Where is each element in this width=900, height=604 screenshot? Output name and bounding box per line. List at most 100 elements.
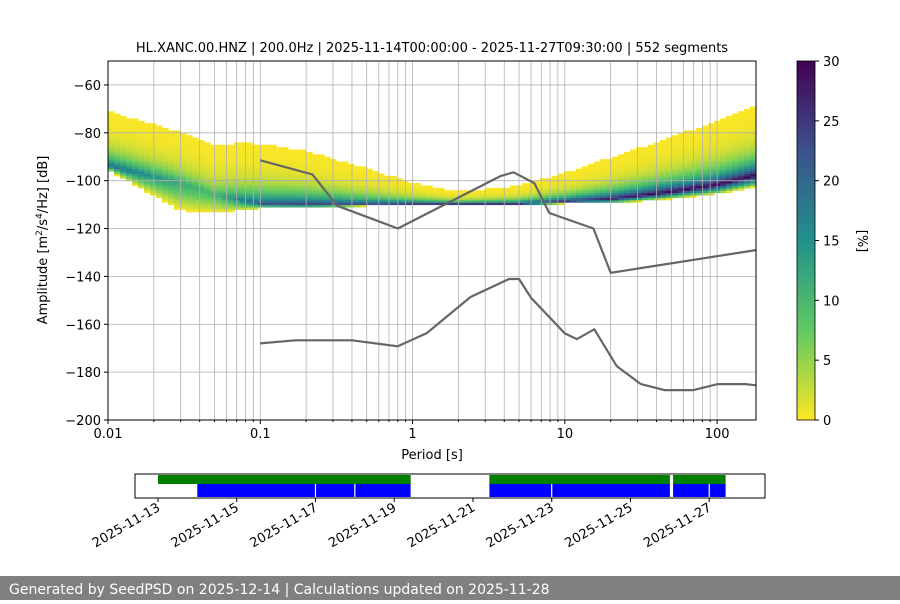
psd-density-cell: [552, 178, 559, 182]
psd-density-cell: [126, 125, 133, 129]
psd-density-cell: [624, 171, 631, 174]
psd-density-cell: [210, 163, 217, 167]
psd-density-cell: [216, 199, 223, 203]
psd-density-cell: [684, 132, 691, 136]
psd-density-cell: [240, 192, 247, 196]
psd-density-cell: [438, 190, 445, 194]
psd-density-cell: [672, 192, 679, 196]
psd-density-cell: [678, 149, 685, 153]
psd-density-cell: [252, 149, 259, 153]
psd-density-layer: [108, 106, 756, 213]
psd-density-cell: [744, 154, 751, 158]
psd-density-cell: [144, 166, 151, 170]
psd-density-cell: [510, 195, 517, 198]
psd-density-cell: [702, 190, 709, 194]
psd-density-cell: [480, 190, 487, 194]
psd-density-cell: [594, 187, 601, 191]
psd-density-cell: [246, 147, 253, 151]
psd-density-cell: [246, 197, 253, 201]
psd-density-cell: [162, 130, 169, 134]
psd-density-cell: [108, 149, 115, 153]
y-tick-label: −140: [65, 270, 101, 285]
psd-density-cell: [354, 190, 361, 194]
psd-density-cell: [138, 159, 145, 163]
psd-density-cell: [192, 161, 199, 165]
psd-density-cell: [522, 195, 529, 198]
psd-density-cell: [576, 183, 583, 186]
psd-density-cell: [540, 202, 547, 206]
psd-density-cell: [210, 144, 217, 148]
psd-density-cell: [204, 151, 211, 155]
psd-density-cell: [732, 173, 739, 177]
psd-density-cell: [180, 149, 187, 153]
x-tick-label: 0.01: [94, 427, 123, 442]
psd-density-cell: [168, 154, 175, 158]
psd-density-cell: [654, 166, 661, 170]
psd-density-cell: [726, 161, 733, 165]
psd-density-cell: [288, 154, 295, 158]
psd-density-cell: [282, 195, 289, 198]
psd-density-cell: [414, 195, 421, 198]
psd-density-cell: [696, 142, 703, 146]
psd-density-cell: [246, 199, 253, 203]
psd-density-cell: [150, 149, 157, 153]
psd-density-cell: [672, 183, 679, 186]
psd-density-cell: [630, 190, 637, 194]
psd-density-cell: [720, 144, 727, 148]
psd-density-cell: [270, 159, 277, 163]
psd-density-cell: [174, 154, 181, 158]
psd-density-cell: [732, 123, 739, 127]
psd-density-cell: [702, 159, 709, 163]
psd-density-cell: [324, 156, 331, 160]
psd-density-cell: [732, 166, 739, 170]
psd-density-cell: [534, 192, 541, 196]
psd-density-cell: [720, 139, 727, 143]
psd-density-cell: [276, 168, 283, 172]
psd-density-cell: [132, 168, 139, 172]
grid-lines: [107, 61, 756, 421]
psd-density-cell: [600, 175, 607, 179]
psd-density-cell: [378, 197, 385, 201]
psd-density-cell: [606, 175, 613, 179]
psd-density-cell: [288, 161, 295, 165]
psd-density-cell: [186, 154, 193, 158]
psd-density-cell: [186, 187, 193, 191]
psd-density-cell: [252, 202, 259, 206]
psd-density-cell: [744, 183, 751, 186]
psd-density-cell: [300, 166, 307, 170]
psd-density-cell: [744, 161, 751, 165]
psd-density-cell: [642, 175, 649, 179]
psd-density-cell: [126, 128, 133, 131]
psd-density-cell: [258, 147, 265, 151]
psd-density-cell: [648, 175, 655, 179]
psd-density-cell: [180, 163, 187, 167]
psd-density-cell: [252, 195, 259, 198]
psd-density-cell: [222, 204, 229, 208]
psd-density-cell: [198, 159, 205, 163]
psd-density-cell: [306, 168, 313, 172]
psd-density-cell: [744, 149, 751, 153]
psd-density-cell: [180, 195, 187, 198]
psd-density-cell: [666, 161, 673, 165]
psd-density-cell: [618, 185, 625, 189]
psd-density-cell: [540, 180, 547, 184]
psd-density-cell: [654, 147, 661, 151]
psd-density-cell: [318, 202, 325, 206]
psd-density-cell: [300, 199, 307, 203]
psd-density-cell: [270, 151, 277, 155]
psd-density-cell: [720, 149, 727, 153]
psd-density-cell: [684, 135, 691, 139]
psd-density-cell: [744, 147, 751, 151]
psd-density-cell: [120, 168, 127, 172]
psd-density-cell: [408, 187, 415, 191]
psd-density-cell: [174, 192, 181, 196]
psd-density-cell: [114, 166, 121, 170]
psd-density-cell: [300, 178, 307, 182]
psd-density-cell: [276, 159, 283, 163]
psd-density-cell: [150, 161, 157, 165]
psd-density-cell: [552, 197, 559, 201]
psd-density-cell: [222, 185, 229, 189]
psd-density-cell: [594, 180, 601, 184]
psd-density-cell: [288, 185, 295, 189]
psd-density-cell: [276, 149, 283, 153]
